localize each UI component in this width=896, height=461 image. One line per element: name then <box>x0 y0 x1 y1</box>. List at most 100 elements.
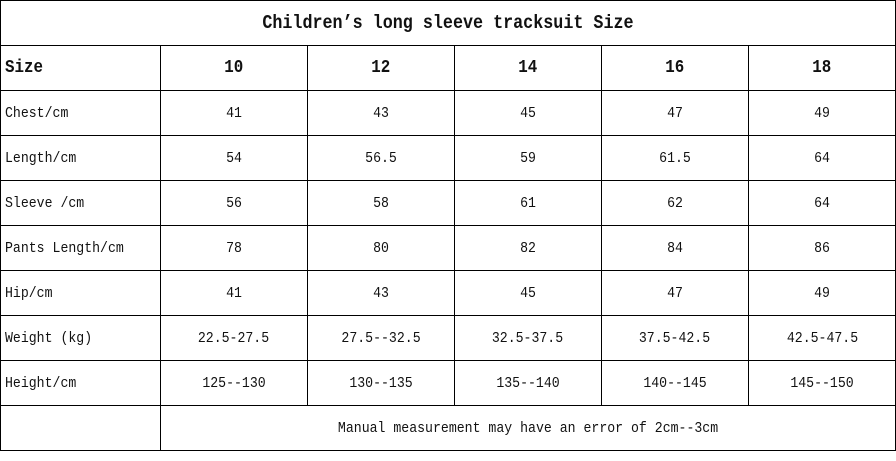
row-label-text: Hip/cm <box>5 284 53 302</box>
measurement-cell-text: 54 <box>226 149 242 167</box>
measurement-cell-text: 61.5 <box>659 149 691 167</box>
measurement-cell-text: 22.5-27.5 <box>198 329 270 347</box>
measurement-cell: 59 <box>454 135 602 181</box>
measurement-cell-text: 47 <box>667 104 683 122</box>
measurement-cell: 43 <box>307 90 455 136</box>
measurement-cell-text: 64 <box>814 149 830 167</box>
row-label-text: Pants Length/cm <box>5 239 124 257</box>
measurement-cell: 32.5-37.5 <box>454 315 602 361</box>
measurement-cell-text: 80 <box>373 239 389 257</box>
size-header-cell-text: 12 <box>371 58 391 78</box>
measurement-cell: 37.5-42.5 <box>601 315 749 361</box>
measurement-cell-text: 62 <box>667 194 683 212</box>
table-row: Chest/cm 41 43 45 47 49 <box>0 90 896 136</box>
measurement-cell: 56.5 <box>307 135 455 181</box>
measurement-cell: 42.5-47.5 <box>747 315 896 361</box>
measurement-cell: 22.5-27.5 <box>160 315 308 361</box>
row-label: Hip/cm <box>0 270 161 316</box>
table-row: Height/cm 125--130 130--135 135--140 140--14… <box>0 360 896 406</box>
table-row: Weight (kg) 22.5-27.5 27.5--32.5 32.5-37.5 3… <box>0 315 896 361</box>
size-header-cell-text: 14 <box>518 58 538 78</box>
row-label-text: Chest/cm <box>5 104 69 122</box>
measurement-cell: 45 <box>454 270 602 316</box>
measurement-cell: 86 <box>747 225 896 271</box>
measurement-cell-text: 45 <box>520 104 536 122</box>
measurement-cell-text: 78 <box>226 239 242 257</box>
size-header-cell-text: 16 <box>665 58 685 78</box>
measurement-cell: 61 <box>454 180 602 226</box>
measurement-cell-text: 47 <box>667 284 683 302</box>
measurement-cell: 41 <box>160 270 308 316</box>
measurement-cell-text: 45 <box>520 284 536 302</box>
header-label: Size <box>0 45 161 91</box>
measurement-cell-text: 41 <box>226 284 242 302</box>
measurement-cell-text: 56 <box>226 194 242 212</box>
measurement-cell-text: 130--135 <box>349 374 413 392</box>
measurement-cell: 47 <box>601 90 749 136</box>
measurement-cell-text: 86 <box>814 239 830 257</box>
row-label: Height/cm <box>0 360 161 406</box>
size-header-cell: 14 <box>454 45 602 91</box>
measurement-cell: 125--130 <box>160 360 308 406</box>
measurement-cell-text: 56.5 <box>365 149 397 167</box>
measurement-cell-text: 82 <box>520 239 536 257</box>
header-row: Size 10 12 14 16 18 <box>0 45 896 91</box>
measurement-cell-text: 58 <box>373 194 389 212</box>
row-label: Length/cm <box>0 135 161 181</box>
measurement-cell: 49 <box>747 90 896 136</box>
header-label-text: Size <box>5 58 44 78</box>
measurement-cell: 41 <box>160 90 308 136</box>
measurement-cell: 27.5--32.5 <box>307 315 455 361</box>
row-label-text: Sleeve /cm <box>5 194 85 212</box>
measurement-cell-text: 49 <box>814 284 830 302</box>
measurement-cell: 84 <box>601 225 749 271</box>
table-row: Sleeve /cm 56 58 61 62 64 <box>0 180 896 226</box>
table-row: Hip/cm 41 43 45 47 49 <box>0 270 896 316</box>
measurement-cell: 45 <box>454 90 602 136</box>
measurement-cell-text: 59 <box>520 149 536 167</box>
measurement-cell-text: 64 <box>814 194 830 212</box>
measurement-cell-text: 43 <box>373 284 389 302</box>
title-row: Children’s long sleeve tracksuit Size <box>0 0 896 46</box>
measurement-cell: 64 <box>747 135 896 181</box>
size-chart-table: Children’s long sleeve tracksuit Size Si… <box>0 0 896 451</box>
size-header-cell-text: 10 <box>224 58 244 78</box>
measurement-cell-text: 37.5-42.5 <box>639 329 711 347</box>
empty-cell <box>0 405 161 451</box>
size-header-cell: 12 <box>307 45 455 91</box>
size-header-cell: 16 <box>601 45 749 91</box>
measurement-cell-text: 41 <box>226 104 242 122</box>
row-label: Sleeve /cm <box>0 180 161 226</box>
measurement-cell-text: 145--150 <box>790 374 854 392</box>
size-header-cell: 18 <box>747 45 896 91</box>
size-header-cell-text: 18 <box>812 58 832 78</box>
measurement-cell: 64 <box>747 180 896 226</box>
measurement-cell: 54 <box>160 135 308 181</box>
measurement-cell-text: 125--130 <box>202 374 266 392</box>
row-label: Chest/cm <box>0 90 161 136</box>
measurement-cell-text: 42.5-47.5 <box>786 329 858 347</box>
measurement-cell: 49 <box>747 270 896 316</box>
row-label: Weight (kg) <box>0 315 161 361</box>
row-label-text: Length/cm <box>5 149 77 167</box>
row-label-text: Weight (kg) <box>5 329 93 347</box>
measurement-cell-text: 135--140 <box>496 374 560 392</box>
measurement-cell: 140--145 <box>601 360 749 406</box>
measurement-cell-text: 32.5-37.5 <box>492 329 564 347</box>
table-title: Children’s long sleeve tracksuit Size <box>0 0 896 46</box>
note-row: Manual measurement may have an error of … <box>0 405 896 451</box>
measurement-cell: 130--135 <box>307 360 455 406</box>
measurement-cell: 56 <box>160 180 308 226</box>
measurement-cell: 80 <box>307 225 455 271</box>
measurement-cell: 82 <box>454 225 602 271</box>
table-row: Pants Length/cm 78 80 82 84 86 <box>0 225 896 271</box>
measurement-cell-text: 49 <box>814 104 830 122</box>
measurement-cell-text: 27.5--32.5 <box>341 329 421 347</box>
measurement-cell-text: 61 <box>520 194 536 212</box>
measurement-cell-text: 140--145 <box>643 374 707 392</box>
size-header-cell: 10 <box>160 45 308 91</box>
row-label: Pants Length/cm <box>0 225 161 271</box>
measurement-cell: 43 <box>307 270 455 316</box>
measurement-note-text: Manual measurement may have an error of … <box>337 419 719 437</box>
measurement-cell: 62 <box>601 180 749 226</box>
